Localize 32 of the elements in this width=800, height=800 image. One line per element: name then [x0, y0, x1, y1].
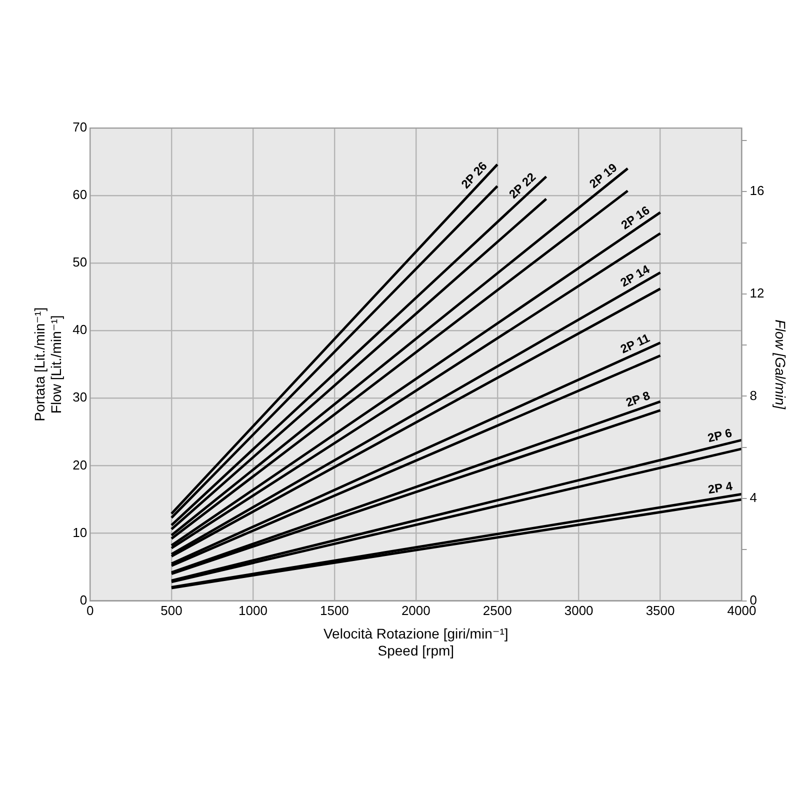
y2-tick-label: 12	[750, 286, 764, 301]
y-tick-label: 30	[72, 390, 88, 405]
y-tick-label: 70	[72, 120, 88, 135]
text: 2P 6	[706, 426, 734, 446]
y-tick-label: 20	[72, 457, 88, 472]
text: 2P 4	[707, 478, 734, 497]
x-tick-label: 3000	[564, 603, 594, 618]
text: 2P 11	[618, 330, 652, 356]
text: 2P 26	[458, 158, 490, 192]
y-tick-label: 10	[72, 524, 88, 540]
text: 2P 19	[586, 160, 620, 191]
text: 2P 16	[618, 202, 652, 232]
y2-tick-label: 8	[750, 388, 757, 403]
y-tick-label: 0	[80, 592, 88, 608]
x-tick-label: 1500	[320, 603, 349, 618]
y-tick-label: 60	[72, 187, 88, 202]
y-tick-label: 50	[72, 254, 88, 270]
y2-axis-title: Flow [Gal/min]	[772, 320, 789, 410]
x-axis-title: Velocità Rotazione [giri/min⁻¹] Speed [rpm]	[323, 626, 508, 658]
y-tick-label: 40	[72, 322, 88, 338]
x-tick-label: 3500	[646, 603, 675, 618]
x-tick-label: 2500	[482, 603, 512, 618]
text: 2P 22	[506, 170, 539, 202]
x-tick-label: 2000	[401, 603, 430, 618]
y2-tick-label: 0	[750, 592, 757, 608]
text: 2P 8	[624, 388, 652, 410]
y-axis-title: Portata [Lit./min⁻¹] Flow [Lit./min⁻¹]	[31, 307, 64, 422]
y2-tick-label: 16	[750, 183, 764, 198]
x-tick-label: 500	[160, 603, 182, 618]
x-tick-label: 1000	[238, 603, 268, 618]
y2-tick-label: 4	[750, 490, 757, 506]
text: 2P 14	[618, 262, 652, 290]
